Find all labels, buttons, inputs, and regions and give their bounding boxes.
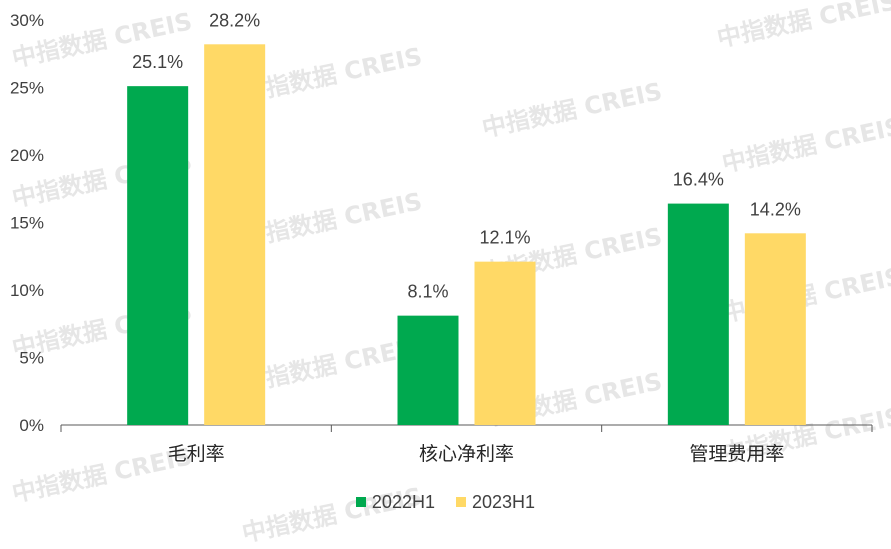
legend-swatch-2023h1 <box>456 497 466 507</box>
legend-item-2022h1: 2022H1 <box>355 491 435 513</box>
y-tick-label: 25% <box>10 79 44 98</box>
bar-2023h1 <box>474 261 536 425</box>
bar-2022h1 <box>127 86 189 426</box>
legend-item-2023h1: 2023H1 <box>456 492 535 513</box>
legend: 2022H1 2023H1 <box>0 491 891 513</box>
y-tick-label: 10% <box>10 281 44 300</box>
data-label: 28.2% <box>209 10 260 30</box>
y-tick-label: 0% <box>19 416 44 435</box>
y-tick-label: 30% <box>10 11 44 30</box>
data-label: 8.1% <box>407 282 448 302</box>
bar-2023h1 <box>744 233 806 425</box>
bar-2022h1 <box>667 203 729 425</box>
y-tick-label: 15% <box>10 214 44 233</box>
bar-2022h1 <box>397 315 459 425</box>
y-tick-label: 5% <box>19 349 44 368</box>
bar-2023h1 <box>204 44 266 426</box>
data-label: 16.4% <box>673 170 724 190</box>
category-label: 核心净利率 <box>419 443 514 465</box>
data-label: 12.1% <box>479 228 530 248</box>
legend-label-2023h1: 2023H1 <box>472 491 536 512</box>
data-label: 25.1% <box>132 52 183 72</box>
category-label: 管理费用率 <box>689 443 784 465</box>
y-tick-label: 20% <box>10 146 44 165</box>
bar-chart: 0% 5% 10% 15% 20% 25% 30% 25.1% 28.2% 毛利率 8.1% 12.1… <box>10 10 873 465</box>
legend-label-2022h1: 2022H1 <box>371 491 435 512</box>
data-label: 14.2% <box>750 199 801 219</box>
category-label: 毛利率 <box>168 443 225 465</box>
legend-swatch-2022h1 <box>355 497 366 507</box>
